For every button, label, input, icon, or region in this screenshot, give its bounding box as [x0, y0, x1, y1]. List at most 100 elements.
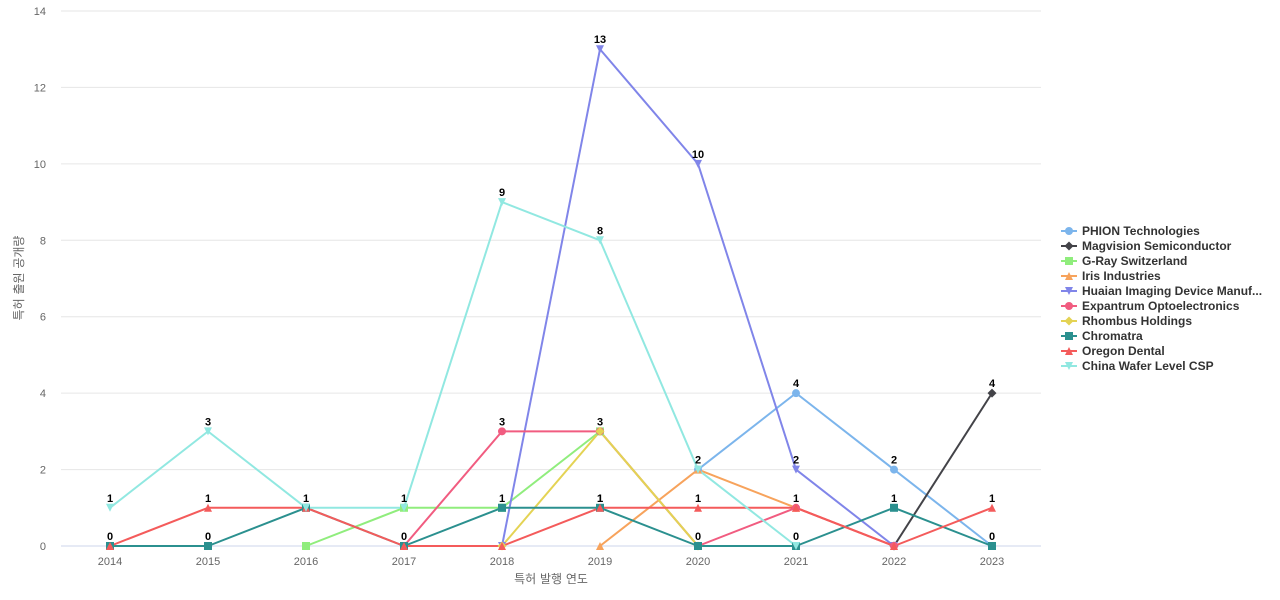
data-point-oregon-dental	[596, 503, 604, 512]
x-tick-label: 2017	[392, 556, 416, 568]
data-point-china-wafer-level-csp	[498, 198, 506, 207]
legend-item-chromatra[interactable]: Chromatra	[1061, 329, 1143, 343]
y-tick-label: 14	[34, 6, 46, 18]
data-point-rhombus-holdings	[595, 426, 605, 436]
data-label: 1	[499, 493, 505, 505]
data-label: 8	[597, 225, 603, 237]
y-tick-label: 12	[34, 82, 46, 94]
data-point-phion-technologies	[890, 465, 898, 474]
legend-label: China Wafer Level CSP	[1082, 359, 1214, 373]
series-line-magvision-semiconductor	[893, 392, 993, 547]
data-label: 1	[597, 493, 603, 505]
series-line-china-wafer-level-csp	[109, 201, 797, 547]
data-point-g-ray-switzerland	[302, 542, 310, 550]
data-point-iris-industries	[596, 542, 604, 550]
data-label: 3	[597, 416, 603, 428]
x-tick-label: 2015	[196, 556, 220, 568]
x-tick-label: 2014	[98, 556, 122, 568]
legend-marker	[1065, 287, 1073, 295]
legend-item-huaian-imaging-device-manuf[interactable]: Huaian Imaging Device Manuf...	[1061, 284, 1262, 298]
data-label: 0	[401, 531, 407, 543]
legend-item-g-ray-switzerland[interactable]: G-Ray Switzerland	[1061, 254, 1187, 268]
legend-item-rhombus-holdings[interactable]: Rhombus Holdings	[1061, 314, 1192, 328]
legend-marker	[1064, 316, 1074, 326]
data-label: 2	[891, 455, 897, 467]
data-label: 1	[107, 493, 113, 505]
data-point-oregon-dental	[204, 503, 212, 512]
data-label: 1	[597, 493, 603, 505]
x-tick-label: 2022	[882, 556, 906, 568]
y-tick-label: 0	[40, 541, 46, 553]
legend-label: Chromatra	[1082, 329, 1143, 343]
y-tick-label: 6	[40, 312, 46, 324]
y-tick-label: 4	[40, 388, 46, 400]
data-point-china-wafer-level-csp	[106, 503, 114, 512]
data-point-expantrum-optoelectronics	[498, 427, 506, 436]
legend-item-china-wafer-level-csp[interactable]: China Wafer Level CSP	[1061, 359, 1214, 373]
data-point-chromatra	[890, 503, 898, 512]
y-axis: 0 2 4 6 8 10 12 14	[34, 6, 46, 553]
series-line-phion-technologies	[697, 392, 993, 547]
x-tick-label: 2016	[294, 556, 318, 568]
data-point-china-wafer-level-csp	[302, 503, 310, 512]
data-label: 4	[793, 378, 800, 390]
data-label: 0	[205, 531, 211, 543]
data-point-huaian-imaging-device-manuf	[694, 159, 702, 168]
data-point-magvision-semiconductor	[987, 388, 997, 398]
x-tick-label: 2020	[686, 556, 710, 568]
data-label: 0	[989, 531, 995, 543]
series-lines	[109, 48, 993, 547]
legend-label: Oregon Dental	[1082, 344, 1165, 358]
legend-marker	[1064, 241, 1074, 251]
data-point-phion-technologies	[792, 389, 800, 398]
data-point-huaian-imaging-device-manuf	[792, 465, 800, 474]
data-label: 0	[107, 531, 113, 543]
y-tick-label: 10	[34, 159, 46, 171]
data-label: 3	[205, 416, 211, 428]
legend-item-expantrum-optoelectronics[interactable]: Expantrum Optoelectronics	[1061, 299, 1240, 313]
legend-label: Magvision Semiconductor	[1082, 239, 1232, 253]
legend-label: Iris Industries	[1082, 269, 1161, 283]
series-line-oregon-dental	[109, 506, 993, 547]
legend-marker	[1065, 347, 1073, 355]
x-axis: 2014 2015 2016 2017 2018 2019 2020 2021 2022 2023	[61, 545, 1041, 568]
x-axis-title: 특허 발행 연도	[514, 571, 588, 586]
legend-item-phion-technologies[interactable]: PHION Technologies	[1061, 224, 1200, 238]
x-tick-label: 2019	[588, 556, 612, 568]
legend-item-iris-industries[interactable]: Iris Industries	[1061, 269, 1161, 283]
data-point-oregon-dental	[890, 542, 898, 550]
data-point-china-wafer-level-csp	[792, 542, 800, 550]
legend-marker	[1065, 302, 1073, 310]
legend-marker	[1065, 362, 1073, 370]
data-point-oregon-dental	[792, 503, 800, 512]
legend-marker	[1065, 257, 1073, 265]
data-point-oregon-dental	[106, 542, 114, 550]
data-label: 1	[891, 493, 897, 505]
y-tick-label: 8	[40, 235, 46, 247]
series-line-g-ray-switzerland	[305, 430, 699, 547]
data-label: 4	[989, 378, 996, 390]
data-label: 1	[989, 493, 995, 505]
data-label: 0	[695, 531, 701, 543]
data-label: 1	[793, 493, 799, 505]
data-label: 3	[499, 416, 505, 428]
data-point-chromatra	[498, 503, 506, 512]
legend-item-magvision-semiconductor[interactable]: Magvision Semiconductor	[1061, 239, 1232, 253]
data-point-oregon-dental	[498, 542, 506, 550]
legend-label: Expantrum Optoelectronics	[1082, 299, 1240, 313]
legend-item-oregon-dental[interactable]: Oregon Dental	[1061, 344, 1165, 358]
legend-marker	[1065, 227, 1073, 235]
series-markers	[106, 45, 997, 551]
legend-marker	[1065, 332, 1073, 340]
data-label: 1	[695, 493, 701, 505]
legend-label: G-Ray Switzerland	[1082, 254, 1187, 268]
data-point-oregon-dental	[400, 542, 408, 550]
series-line-rhombus-holdings	[501, 430, 699, 547]
x-tick-label: 2023	[980, 556, 1004, 568]
legend-label: Rhombus Holdings	[1082, 314, 1192, 328]
data-label: 0	[793, 531, 799, 543]
y-tick-label: 2	[40, 465, 46, 477]
